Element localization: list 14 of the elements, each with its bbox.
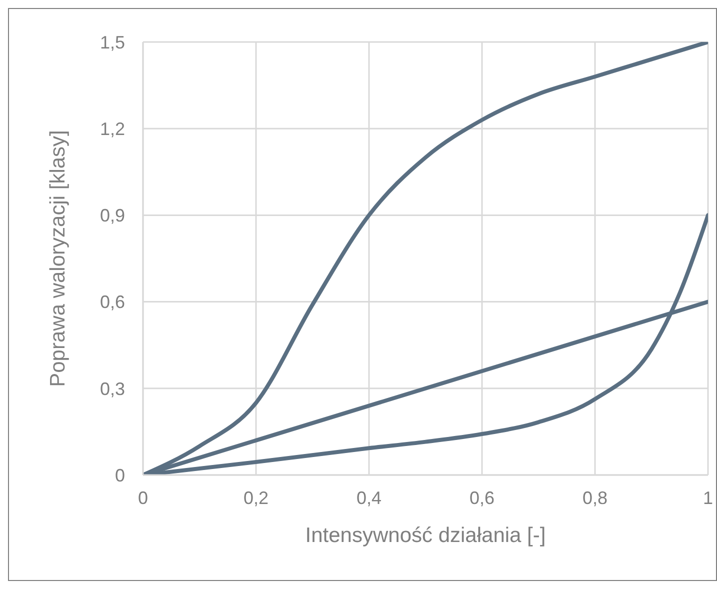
- x-tick-label: 0,6: [469, 488, 495, 508]
- y-tick-label: 1,2: [100, 118, 125, 139]
- x-tick-label: 0,2: [243, 488, 269, 508]
- y-tick-label: 1,5: [100, 32, 125, 52]
- x-tick-label: 1: [702, 488, 714, 508]
- y-tick-label: 0,9: [100, 206, 125, 226]
- y-axis-title: Poprawa waloryzacji [klasy]: [46, 130, 70, 387]
- x-axis-title: Intensywność działania [-]: [305, 524, 546, 547]
- x-tick-label: 0: [138, 488, 148, 508]
- y-tick-label: 0: [114, 465, 125, 486]
- x-tick-label: 0,4: [356, 488, 382, 508]
- y-tick-label: 0,3: [100, 378, 125, 399]
- x-tick-label: 0,8: [582, 488, 608, 508]
- y-tick-label: 0,6: [100, 292, 125, 312]
